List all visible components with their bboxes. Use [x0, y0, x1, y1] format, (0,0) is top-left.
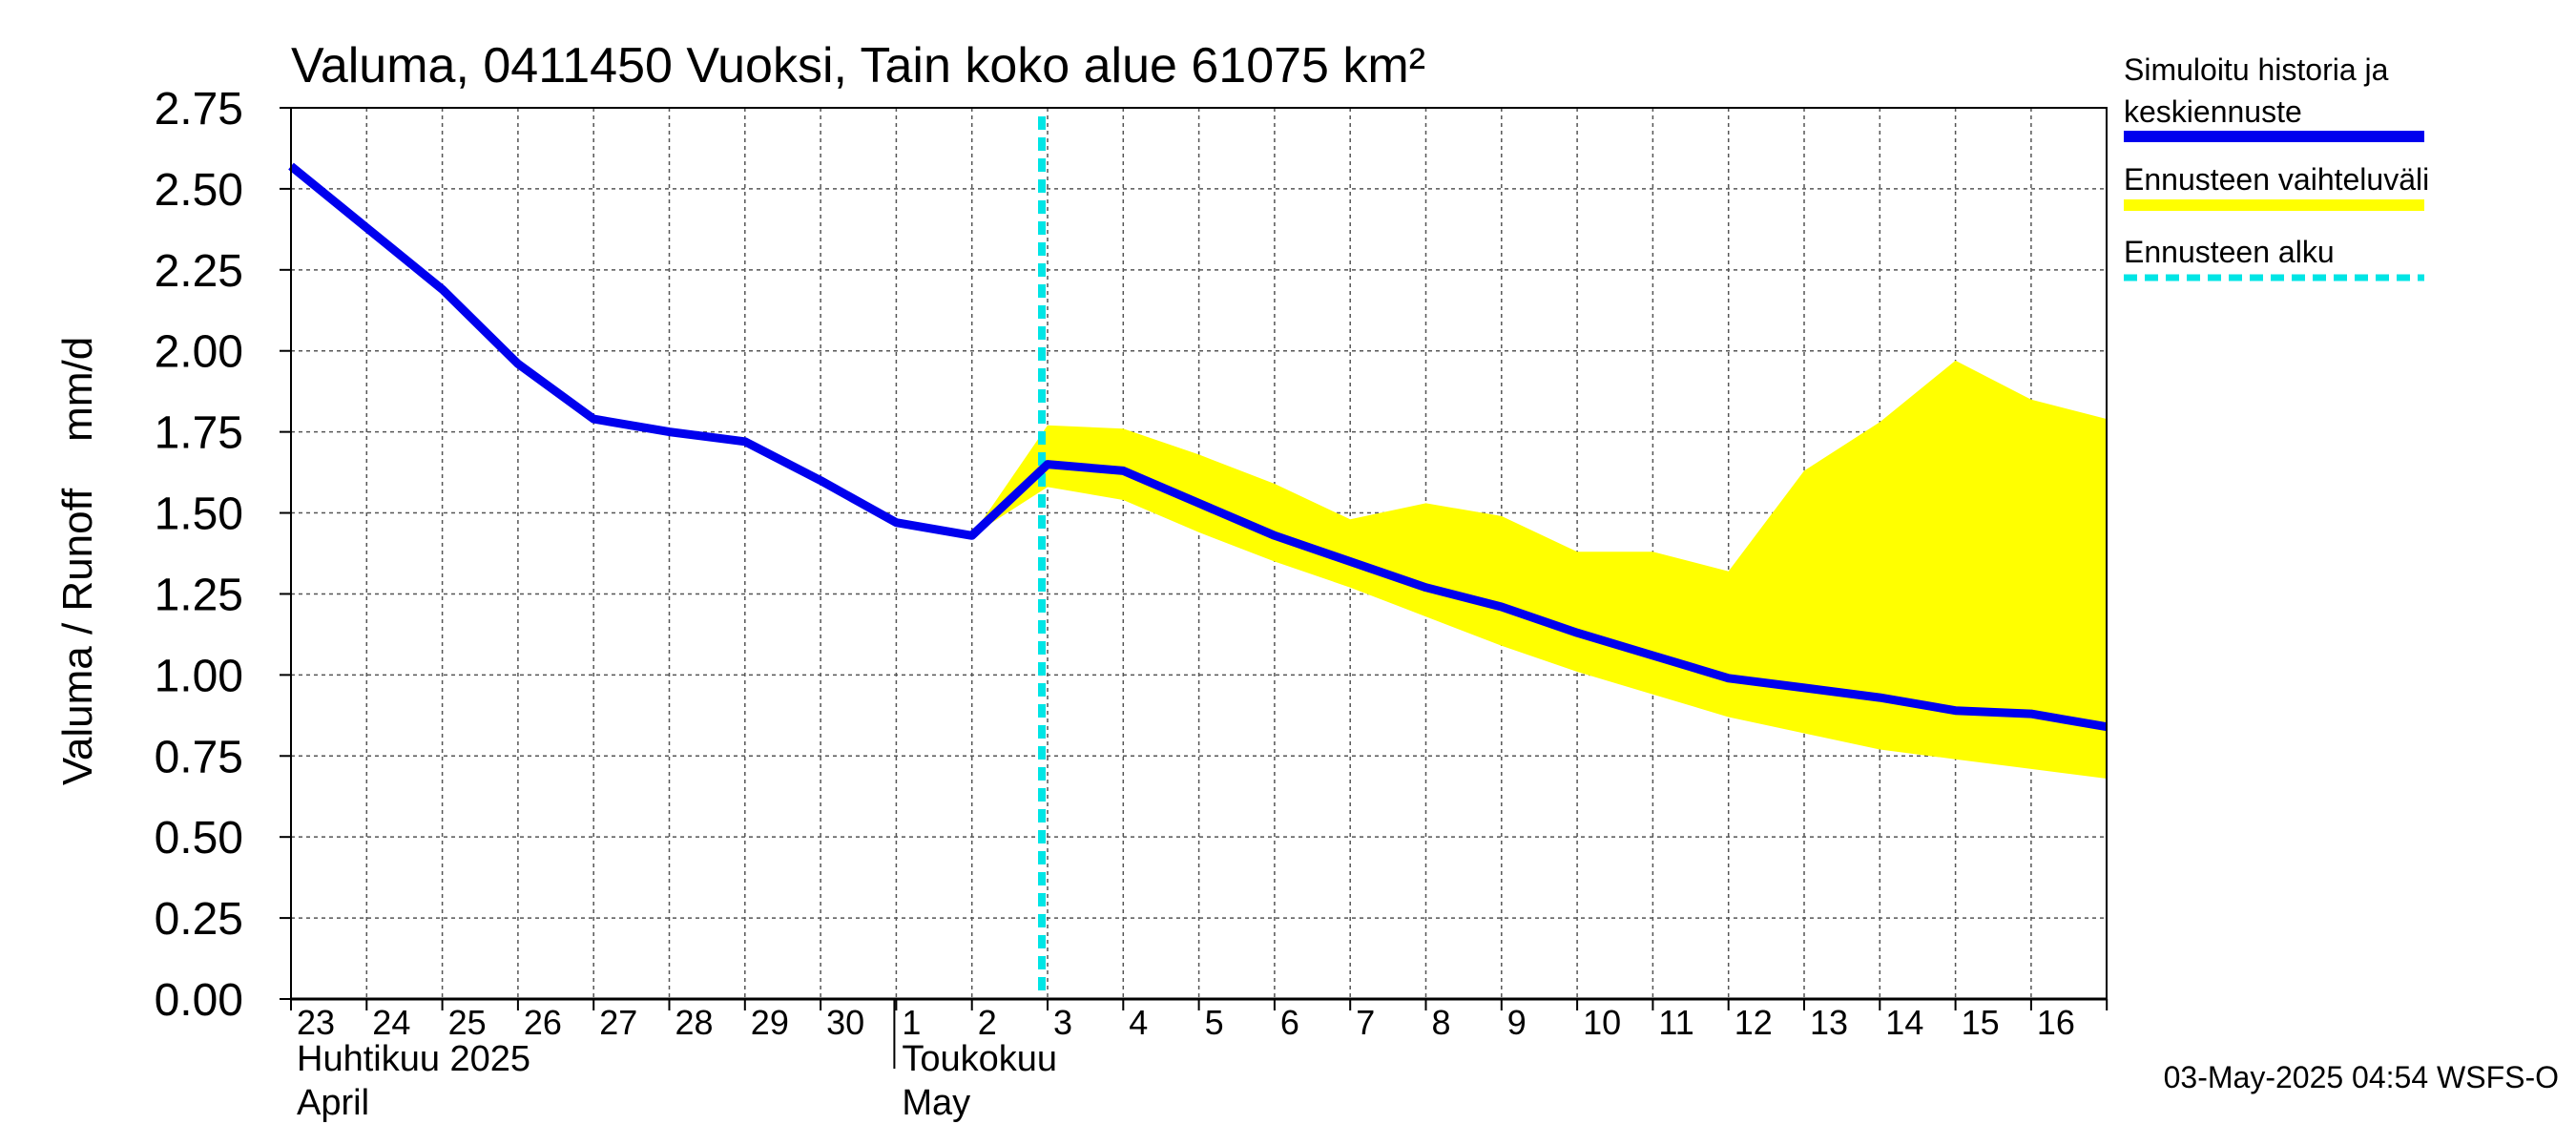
month-label-en: May	[902, 1083, 970, 1123]
x-tick-label: 23	[297, 1003, 335, 1042]
y-tick-label: 2.25	[155, 246, 243, 297]
x-tick-label: 13	[1810, 1003, 1848, 1042]
y-tick-label: 2.75	[155, 84, 243, 135]
y-tick-label: 2.50	[155, 165, 243, 216]
x-tick-label: 11	[1658, 1003, 1693, 1042]
y-tick-label: 1.75	[155, 408, 243, 459]
x-tick-label: 27	[599, 1003, 637, 1042]
month-label: Toukokuu	[902, 1039, 1057, 1079]
x-tick-label: 8	[1432, 1003, 1451, 1042]
y-tick-label: 0.50	[155, 813, 243, 864]
y-tick-label: 2.00	[155, 327, 243, 378]
legend-label: Ennusteen alku	[2124, 235, 2335, 269]
x-tick-label: 2	[978, 1003, 997, 1042]
y-tick-label: 0.00	[155, 975, 243, 1026]
y-tick-label: 0.75	[155, 732, 243, 782]
y-tick-label: 1.50	[155, 489, 243, 540]
x-tick-label: 30	[826, 1003, 864, 1042]
month-label: Huhtikuu 2025	[297, 1039, 530, 1079]
x-tick-label: 5	[1205, 1003, 1224, 1042]
series-line	[288, 162, 2108, 732]
x-tick-label: 12	[1735, 1003, 1773, 1042]
month-label-en: April	[297, 1083, 369, 1123]
legend-label: Simuloitu historia ja	[2124, 52, 2389, 87]
x-axis-ticks: 23 24 25 26 27 28 29 30 1 2 3 4 5 6 7 8 9 10 11 12 13 14 15 16	[297, 1003, 2075, 1042]
x-tick-label: 7	[1356, 1003, 1375, 1042]
x-tick-label: 26	[524, 1003, 562, 1042]
forecast-band	[971, 360, 2108, 779]
y-tick-label: 1.25	[155, 570, 243, 620]
chart-title: Valuma, 0411450 Vuoksi, Tain koko alue 6…	[291, 38, 1425, 94]
forecast-band-area	[971, 360, 2108, 779]
x-tick-label: 6	[1280, 1003, 1299, 1042]
x-tick-label: 25	[448, 1003, 487, 1042]
y-axis-label: Valuma / Runoff mm/d	[54, 337, 101, 785]
x-tick-label: 16	[2037, 1003, 2075, 1042]
y-tick-label: 0.25	[155, 894, 243, 945]
legend: Simuloitu historia ja keskiennuste Ennuste…	[2124, 52, 2429, 281]
x-tick-label: 28	[675, 1003, 714, 1042]
x-tick-label: 29	[751, 1003, 789, 1042]
x-tick-label: 10	[1583, 1003, 1621, 1042]
x-tick-label: 15	[1962, 1003, 2000, 1042]
footer-timestamp: 03-May-2025 04:54 WSFS-O	[2164, 1060, 2559, 1094]
legend-label: keskiennuste	[2124, 94, 2302, 129]
x-tick-label: 1	[902, 1003, 921, 1042]
x-tick-label: 9	[1507, 1003, 1527, 1042]
y-tick-label: 1.00	[155, 651, 243, 701]
plot-frame	[280, 107, 2109, 1010]
x-tick-label: 24	[372, 1003, 410, 1042]
x-tick-label: 4	[1129, 1003, 1148, 1042]
y-axis-ticks: 0.00 0.25 0.50 0.75 1.00 1.25 1.50 1.75 2.00 2.25…	[155, 84, 243, 1026]
legend-label: Ennusteen vaihteluväli	[2124, 162, 2429, 197]
x-tick-label: 3	[1053, 1003, 1072, 1042]
series-lines	[288, 162, 2108, 732]
x-tick-label: 14	[1885, 1003, 1923, 1042]
